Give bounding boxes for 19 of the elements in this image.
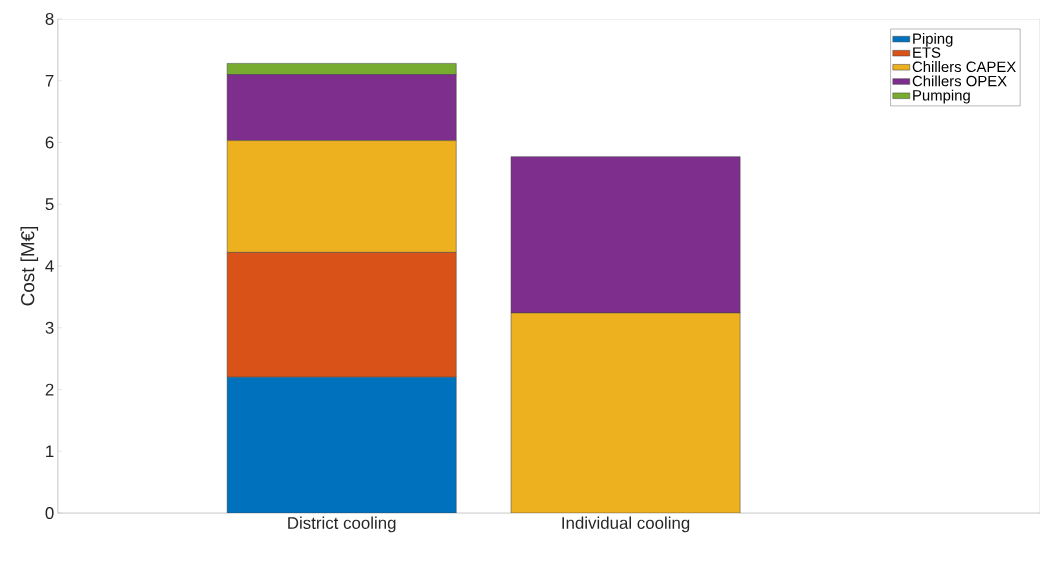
y-axis-title: Cost [M€] [20,227,39,306]
y-tick-label: 3 [45,321,54,334]
legend-label: ETS [913,47,941,58]
x-tick-label: Individual cooling [562,516,690,533]
y-tick-label: 2 [45,383,54,396]
bar [226,140,457,253]
y-tick-label: 1 [46,445,54,458]
y-tick-label: 5 [45,198,54,211]
x-tick-label: District cooling [288,516,396,533]
legend-label: Pumping [913,89,970,104]
y-tick-label: 6 [45,136,54,149]
bar [510,312,741,514]
y-tick-label: 7 [45,74,54,87]
y-tick-label: 0 [45,507,54,520]
legend-label: Piping [913,33,953,47]
legend-label: Chillers CAPEX [912,61,1016,73]
y-tick-label: 4 [45,260,54,272]
legend-label: Chillers OPEX [912,75,1007,87]
y-tick-label: 8 [45,13,54,25]
